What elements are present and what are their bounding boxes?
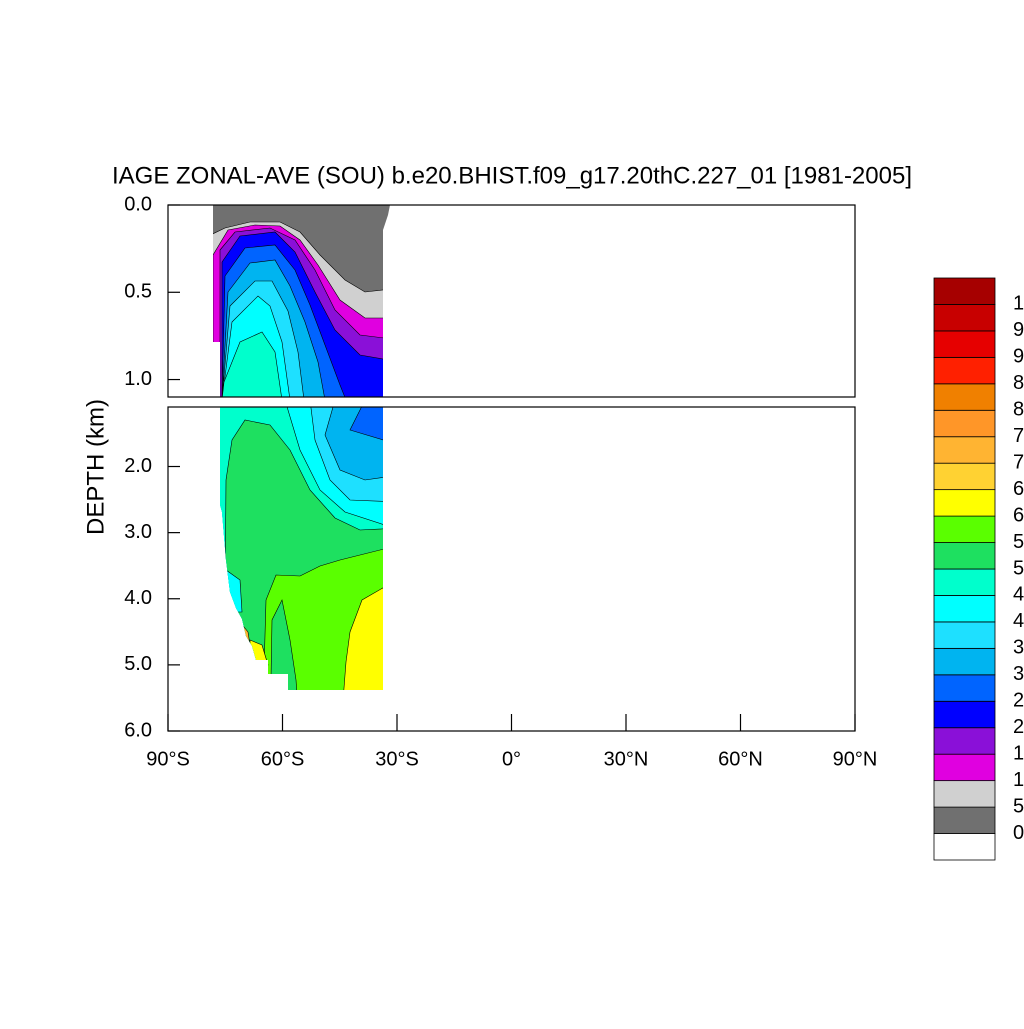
- x-tick-label: 0°: [502, 748, 521, 770]
- colorbar-box: [933, 277, 996, 305]
- colorbar-label: 15: [1013, 742, 1024, 764]
- colorbar-label: 30: [1013, 663, 1024, 685]
- colorbar-box: [933, 674, 996, 702]
- x-tick-label: 90°N: [833, 748, 878, 770]
- colorbar-box: [933, 436, 996, 464]
- colorbar-label: 85: [1013, 372, 1024, 394]
- colorbar-box: [933, 409, 996, 438]
- contour-band: [221, 331, 283, 397]
- y-tick-label: 3.0: [124, 521, 152, 543]
- x-tick-label: 60°S: [261, 748, 305, 770]
- colorbar-label: 70: [1013, 451, 1024, 473]
- colorbar-label: 100: [1013, 293, 1024, 315]
- colorbar-label: 10: [1013, 769, 1024, 791]
- colorbar-label: 65: [1013, 478, 1024, 500]
- y-axis-label: DEPTH (km): [82, 399, 109, 535]
- colorbar-box: [933, 833, 996, 861]
- colorbar-box: [933, 647, 996, 676]
- y-tick-label: 0.0: [124, 193, 152, 215]
- x-tick-label: 60°N: [718, 748, 763, 770]
- colorbar-label: 80: [1013, 399, 1024, 421]
- colorbar-box: [933, 304, 996, 332]
- x-tick-label: 30°S: [375, 748, 419, 770]
- y-tick-label: 4.0: [124, 587, 152, 609]
- colorbar-box: [933, 489, 996, 517]
- colorbar-box: [933, 356, 996, 385]
- colorbar-label: 25: [1013, 690, 1024, 712]
- plot-frame: [167, 204, 856, 398]
- contour-band: [269, 599, 301, 690]
- colorbar-box: [933, 568, 996, 596]
- colorbar-box: [933, 621, 996, 649]
- colorbar-box: [933, 595, 996, 623]
- colorbar-label: 90: [1013, 346, 1024, 368]
- contour-band: [339, 577, 383, 690]
- colorbar-label: 50: [1013, 557, 1024, 579]
- y-tick-label: 1.0: [124, 368, 152, 390]
- colorbar-box: [933, 700, 996, 729]
- y-tick-label: 0.5: [124, 281, 152, 303]
- colorbar-label: 75: [1013, 425, 1024, 447]
- colorbar-box: [933, 806, 996, 834]
- colorbar-box: [933, 515, 996, 543]
- colorbar-label: 55: [1013, 531, 1024, 553]
- x-tick-label: 90°S: [146, 748, 190, 770]
- y-tick-label: 2.0: [124, 455, 152, 477]
- colorbar-label: 60: [1013, 504, 1024, 526]
- x-tick-label: 30°N: [604, 748, 649, 770]
- colorbar-box: [933, 780, 996, 808]
- colorbar-label: 0: [1013, 822, 1024, 844]
- colorbar-box: [933, 753, 996, 782]
- contour-field: [213, 205, 390, 397]
- contour-field: [220, 407, 383, 690]
- colorbar-label: 95: [1013, 319, 1024, 341]
- colorbar-label: 20: [1013, 716, 1024, 738]
- colorbar-box: [933, 542, 996, 570]
- colorbar-box: [933, 727, 996, 755]
- colorbar-label: 45: [1013, 584, 1024, 606]
- colorbar-label: 40: [1013, 610, 1024, 632]
- y-tick-label: 5.0: [124, 653, 152, 675]
- colorbar-box: [933, 462, 996, 491]
- colorbar-box: [933, 383, 996, 411]
- colorbar-box: [933, 330, 996, 358]
- contour-band: [261, 544, 383, 690]
- colorbar-label: 5: [1013, 795, 1024, 817]
- colorbar-label: 35: [1013, 637, 1024, 659]
- chart-title: IAGE ZONAL-AVE (SOU) b.e20.BHIST.f09_g17…: [112, 162, 912, 189]
- y-tick-label: 6.0: [124, 719, 152, 741]
